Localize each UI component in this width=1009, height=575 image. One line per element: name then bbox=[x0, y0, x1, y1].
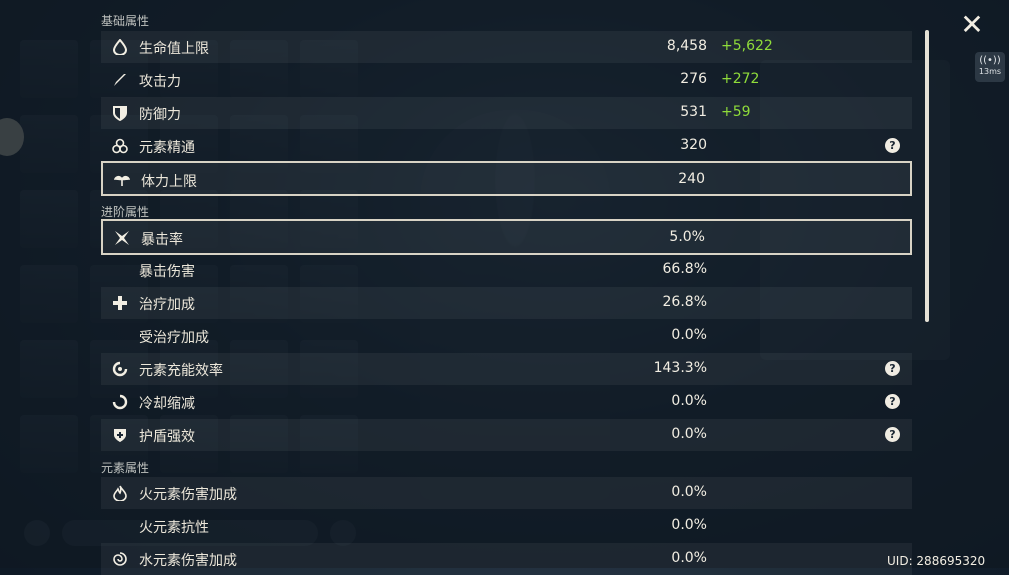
stat-row-pyro-res[interactable]: 火元素抗性 0.0% bbox=[101, 510, 912, 542]
help-icon[interactable]: ? bbox=[885, 394, 900, 409]
close-button[interactable]: ✕ bbox=[960, 8, 984, 41]
network-ping-indicator: ((•)) 13ms bbox=[975, 52, 1005, 82]
stat-bonus: +5,622 bbox=[721, 38, 773, 54]
stat-value: 0.0% bbox=[671, 550, 707, 566]
cooldown-icon bbox=[111, 393, 129, 411]
stat-value: 5.0% bbox=[669, 229, 705, 245]
stat-row-crit-dmg[interactable]: 暴击伤害 66.8% bbox=[101, 254, 912, 286]
stat-row-cd-reduction[interactable]: 冷却缩减 0.0% ? bbox=[101, 386, 912, 418]
stat-row-crit-rate[interactable]: 暴击率 5.0% bbox=[101, 219, 912, 255]
stat-value: 276 bbox=[680, 71, 707, 87]
stat-value: 320 bbox=[680, 137, 707, 153]
stat-value: 143.3% bbox=[653, 360, 707, 376]
wifi-icon: ((•)) bbox=[979, 55, 1001, 66]
stat-row-energy-recharge[interactable]: 元素充能效率 143.3% ? bbox=[101, 353, 912, 385]
help-icon[interactable]: ? bbox=[885, 361, 900, 376]
help-icon[interactable]: ? bbox=[885, 138, 900, 153]
pyro-icon bbox=[111, 484, 129, 502]
stat-value: 0.0% bbox=[671, 484, 707, 500]
uid-label: UID: 288695320 bbox=[887, 554, 986, 568]
stat-label: 冷却缩减 bbox=[139, 396, 195, 412]
shield-icon bbox=[111, 104, 129, 122]
stat-row-shield-strength[interactable]: 护盾强效 0.0% ? bbox=[101, 419, 912, 451]
stat-row-elemental-mastery[interactable]: 元素精通 320 ? bbox=[101, 130, 912, 162]
stat-value: 66.8% bbox=[662, 261, 707, 277]
stat-label: 体力上限 bbox=[141, 174, 197, 190]
stat-row-incoming-healing[interactable]: 受治疗加成 0.0% bbox=[101, 320, 912, 352]
stat-label: 暴击率 bbox=[141, 232, 183, 248]
section-title-advanced: 进阶属性 bbox=[101, 205, 150, 219]
stat-bonus: +59 bbox=[721, 104, 751, 120]
hydro-icon bbox=[111, 550, 129, 568]
stat-row-atk[interactable]: 攻击力 276 +272 bbox=[101, 64, 912, 96]
healing-cross-icon bbox=[111, 294, 129, 312]
stat-label: 治疗加成 bbox=[139, 297, 195, 313]
stat-label: 暴击伤害 bbox=[139, 264, 195, 280]
stat-label: 元素充能效率 bbox=[139, 363, 223, 379]
section-title-base: 基础属性 bbox=[101, 14, 150, 28]
stat-value: 26.8% bbox=[662, 294, 707, 310]
sword-icon bbox=[111, 71, 129, 89]
hp-drop-icon bbox=[111, 38, 129, 56]
shield-strength-icon bbox=[111, 426, 129, 444]
stat-label: 受治疗加成 bbox=[139, 330, 209, 346]
help-icon[interactable]: ? bbox=[885, 427, 900, 442]
section-title-elemental: 元素属性 bbox=[101, 461, 150, 475]
ping-value: 13ms bbox=[978, 67, 1002, 76]
stat-value: 0.0% bbox=[671, 517, 707, 533]
stat-row-healing-bonus[interactable]: 治疗加成 26.8% bbox=[101, 287, 912, 319]
stat-row-stamina[interactable]: 体力上限 240 bbox=[101, 161, 912, 196]
stat-label: 生命值上限 bbox=[139, 41, 209, 57]
stat-bonus: +272 bbox=[721, 71, 760, 87]
stat-row-hp[interactable]: 生命值上限 8,458 +5,622 bbox=[101, 31, 912, 63]
stat-label: 火元素抗性 bbox=[139, 520, 209, 536]
stat-row-hydro-dmg[interactable]: 水元素伤害加成 0.0% bbox=[101, 543, 912, 575]
stat-label: 水元素伤害加成 bbox=[139, 553, 237, 569]
stat-value: 8,458 bbox=[666, 38, 707, 54]
stat-row-def[interactable]: 防御力 531 +59 bbox=[101, 97, 912, 129]
elemental-mastery-icon bbox=[111, 137, 129, 155]
stat-label: 火元素伤害加成 bbox=[139, 487, 237, 503]
stat-label: 攻击力 bbox=[139, 74, 181, 90]
stat-label: 防御力 bbox=[139, 107, 181, 123]
stat-value: 531 bbox=[680, 104, 707, 120]
stat-value: 0.0% bbox=[671, 327, 707, 343]
stat-value: 240 bbox=[678, 171, 705, 187]
scrollbar[interactable] bbox=[925, 30, 929, 322]
stat-label: 护盾强效 bbox=[139, 429, 195, 445]
stat-value: 0.0% bbox=[671, 426, 707, 442]
stat-label: 元素精通 bbox=[139, 140, 195, 156]
crit-icon bbox=[113, 229, 131, 247]
stat-value: 0.0% bbox=[671, 393, 707, 409]
stamina-icon bbox=[113, 171, 131, 189]
stat-row-pyro-dmg[interactable]: 火元素伤害加成 0.0% bbox=[101, 477, 912, 509]
energy-recharge-icon bbox=[111, 360, 129, 378]
